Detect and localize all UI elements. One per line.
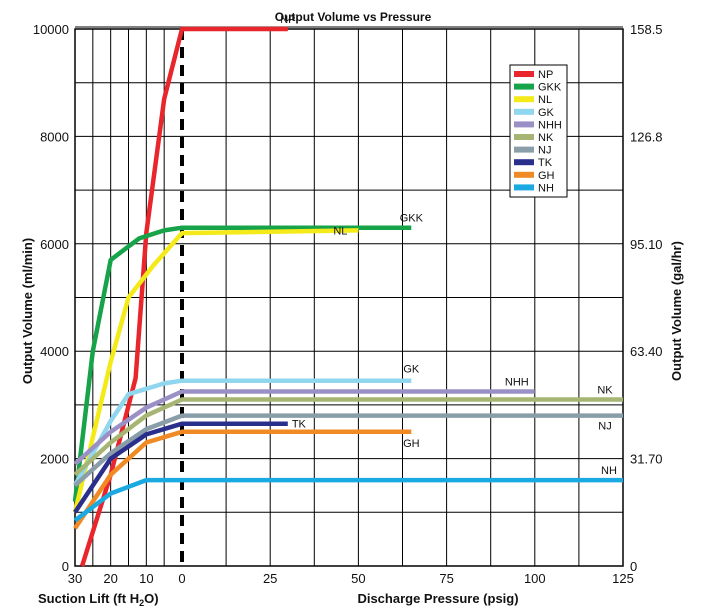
y-left-tick-label: 2000: [40, 452, 69, 467]
x-discharge-tick-label: 50: [351, 571, 365, 586]
legend-entry-tk: TK: [538, 157, 553, 169]
legend-swatch: [514, 159, 534, 166]
series-label-tk: TK: [292, 419, 307, 431]
legend-entry-nh: NH: [538, 182, 554, 194]
subscript-2: 2: [139, 598, 144, 608]
legend-swatch: [514, 171, 534, 178]
series-label-gk: GK: [403, 364, 420, 376]
legend-swatch: [514, 96, 534, 103]
legend-swatch: [514, 121, 534, 128]
legend-entry-np: NP: [538, 69, 553, 81]
series-label-nl: NL: [333, 225, 347, 237]
x-suction-tick-label: 10: [139, 571, 153, 586]
series-label-nj: NJ: [598, 421, 611, 433]
legend-swatch: [514, 184, 534, 191]
x-discharge-tick-label: 125: [612, 571, 634, 586]
series-line-gk: [73, 378, 412, 487]
series-label-nk: NK: [597, 385, 613, 397]
y-right-tick-label: 126.8: [630, 129, 663, 144]
series-label-nh: NH: [601, 465, 617, 477]
y-left-tick-label: 6000: [40, 237, 69, 252]
series-line-nk: [73, 397, 623, 477]
legend-entry-gh: GH: [538, 170, 555, 182]
legend-entry-gkk: GKK: [538, 82, 562, 94]
series-line-nl: [72, 228, 359, 513]
series-label-gkk: GKK: [400, 213, 424, 225]
y-right-tick-label: 31.70: [630, 452, 663, 467]
x-suction-axis-title: Suction Lift (ft H2O): [38, 591, 159, 608]
legend-entry-gk: GK: [538, 107, 555, 119]
x-suction-tick-label: 0: [178, 571, 185, 586]
text-layer: Output Volume vs Pressure Output Volume …: [20, 10, 684, 608]
series-label-nhh: NHH: [505, 376, 529, 388]
x-discharge-axis-title: Discharge Pressure (psig): [357, 591, 518, 606]
x-discharge-tick-label: 100: [524, 571, 546, 586]
y-right-axis-title: Output Volume (gal/hr): [669, 241, 684, 381]
legend-swatch: [514, 146, 534, 153]
y-left-axis-title: Output Volume (ml/min): [20, 238, 35, 384]
y-right-tick-label: 95.10: [630, 237, 663, 252]
legend-entry-nhh: NHH: [538, 119, 562, 131]
y-right-tick-label: 63.40: [630, 344, 663, 359]
legend-entry-nk: NK: [538, 132, 554, 144]
series-label-np: NP: [280, 14, 295, 26]
x-suction-tick-label: 20: [103, 571, 117, 586]
series-line-gh: [73, 429, 412, 530]
legend-entry-nl: NL: [538, 94, 552, 106]
y-left-tick-label: 0: [62, 559, 69, 574]
x-discharge-tick-label: 25: [263, 571, 277, 586]
series-line-nhh: [73, 389, 535, 466]
y-left-tick-label: 8000: [40, 129, 69, 144]
series-label-gh: GH: [403, 438, 420, 450]
y-right-tick-label: 0: [630, 559, 637, 574]
y-left-tick-label: 10000: [33, 22, 69, 37]
chart-title: Output Volume vs Pressure: [275, 10, 432, 24]
legend-swatch: [514, 108, 534, 115]
legend-entry-nj: NJ: [538, 145, 551, 157]
grid-layer: [74, 26, 624, 567]
y-right-tick-label: 158.5: [630, 22, 663, 37]
y-left-tick-label: 4000: [40, 344, 69, 359]
legend-swatch: [514, 83, 534, 90]
plot-frame: [74, 28, 624, 567]
x-suction-tick-label: 30: [68, 571, 82, 586]
legend-swatch: [514, 134, 534, 140]
legend-swatch: [514, 71, 534, 77]
series-line-tk: [73, 421, 288, 514]
series-line-nh: [73, 477, 623, 523]
series-layer: [72, 26, 623, 567]
series-line-nj: [73, 413, 623, 488]
x-discharge-tick-label: 75: [439, 571, 453, 586]
series-line-gkk: [72, 225, 412, 502]
